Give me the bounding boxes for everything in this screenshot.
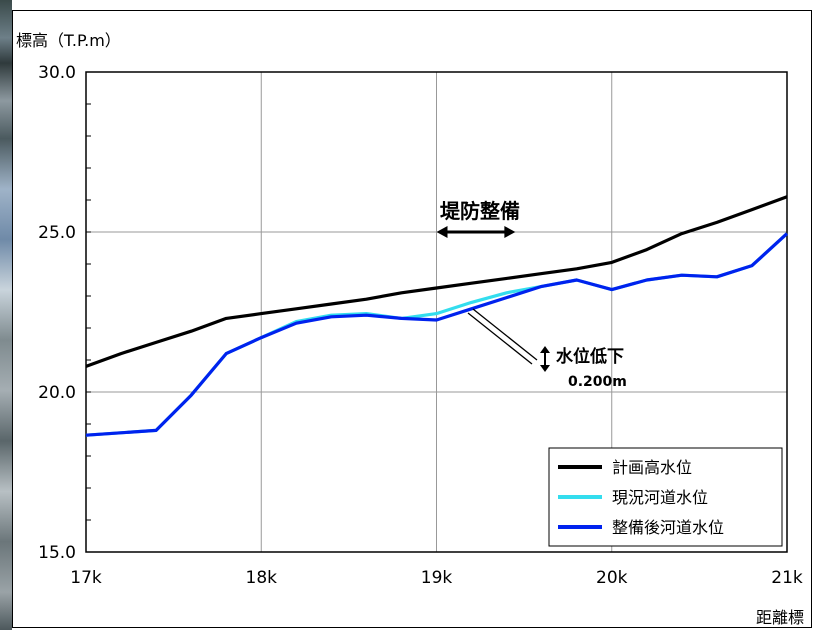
y-tick-label: 15.0 — [38, 543, 76, 563]
y-axis-title: 標高（T.P.m） — [16, 31, 121, 50]
legend: 計画高水位 現況河道水位 整備後河道水位 — [548, 447, 783, 547]
x-axis-title: 距離標 — [756, 608, 804, 627]
plot-border — [85, 71, 788, 553]
x-tick-label: 20k — [596, 568, 628, 588]
series-line-improved-channel-water-level — [85, 232, 789, 437]
drop-leader-line — [472, 308, 538, 361]
drop-arrow-head-down — [540, 365, 550, 372]
legend-label-improved-level: 整備後河道水位 — [612, 518, 724, 537]
series-line-design-high-water-level — [85, 195, 788, 368]
x-tick-label: 19k — [421, 568, 453, 588]
background-photo-strip — [0, 0, 12, 630]
legend-label-design-level: 計画高水位 — [612, 458, 692, 477]
levee-range-arrow — [436, 226, 516, 238]
drop-arrow-head-up — [540, 346, 550, 353]
levee-arrow-head-right — [504, 226, 516, 238]
drop-leader-line — [467, 312, 533, 365]
legend-label-current-level: 現況河道水位 — [612, 488, 708, 507]
drop-annotation-label: 水位低下 — [556, 346, 624, 367]
y-tick-label: 25.0 — [38, 223, 76, 243]
levee-arrow-head-left — [436, 226, 448, 238]
drop-annotation-value: 0.200m — [568, 374, 627, 390]
levee-annotation: 堤防整備 — [436, 199, 520, 238]
levee-annotation-label: 堤防整備 — [440, 199, 520, 223]
x-tick-label: 21k — [771, 568, 803, 588]
x-tick-label: 18k — [246, 568, 278, 588]
y-tick-label: 20.0 — [38, 383, 76, 403]
series-layer — [85, 195, 789, 437]
y-tick-label: 30.0 — [38, 63, 76, 83]
x-axis-ticks: 17k 18k 19k 20k 21k — [70, 568, 803, 588]
x-tick-label: 17k — [70, 568, 102, 588]
drop-annotation: 水位低下 0.200m — [467, 308, 627, 390]
y-axis-ticks: 15.0 20.0 25.0 30.0 — [38, 63, 91, 563]
water-level-drop-arrow — [467, 308, 550, 372]
top-strip — [12, 0, 814, 10]
